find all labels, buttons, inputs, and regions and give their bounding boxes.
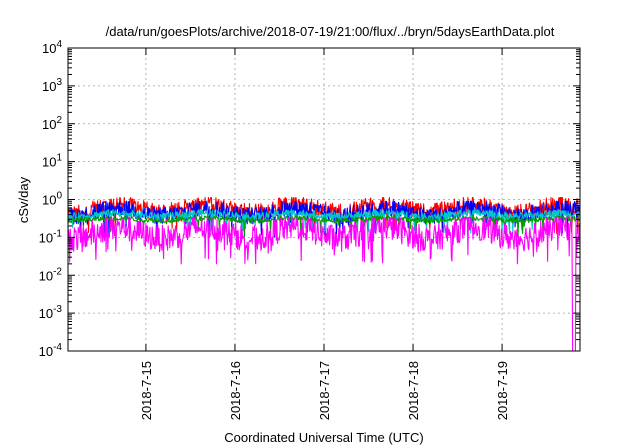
x-tick-label: 2018-7-16: [228, 361, 243, 420]
y-axis: 10-4 10-3 10-2 10-1 100 101 102 103 104: [39, 39, 580, 359]
series-group: [67, 197, 581, 352]
x-tick-label: 2018-7-19: [495, 361, 510, 420]
chart-title: /data/run/goesPlots/archive/2018-07-19/2…: [106, 24, 555, 39]
series-line: [67, 208, 581, 235]
x-axis: 2018-7-15 2018-7-16 2018-7-17 2018-7-18 2018…: [139, 48, 510, 420]
y-tick-label: 10-2: [39, 266, 63, 283]
y-axis-label: cSv/day: [16, 176, 31, 223]
x-tick-label: 2018-7-18: [406, 361, 421, 420]
y-tick-label: 101: [42, 153, 62, 170]
y-tick-label: 102: [42, 115, 62, 132]
y-tick-label: 100: [42, 191, 62, 208]
y-tick-label: 104: [42, 39, 62, 56]
series-line: [67, 216, 581, 352]
x-tick-label: 2018-7-15: [139, 361, 154, 420]
y-tick-label: 103: [42, 77, 62, 94]
x-axis-label: Coordinated Universal Time (UTC): [224, 430, 423, 445]
y-tick-label: 10-1: [39, 228, 63, 245]
y-tick-label: 10-3: [39, 304, 63, 321]
y-tick-label: 10-4: [39, 342, 63, 359]
x-tick-label: 2018-7-17: [317, 361, 332, 420]
